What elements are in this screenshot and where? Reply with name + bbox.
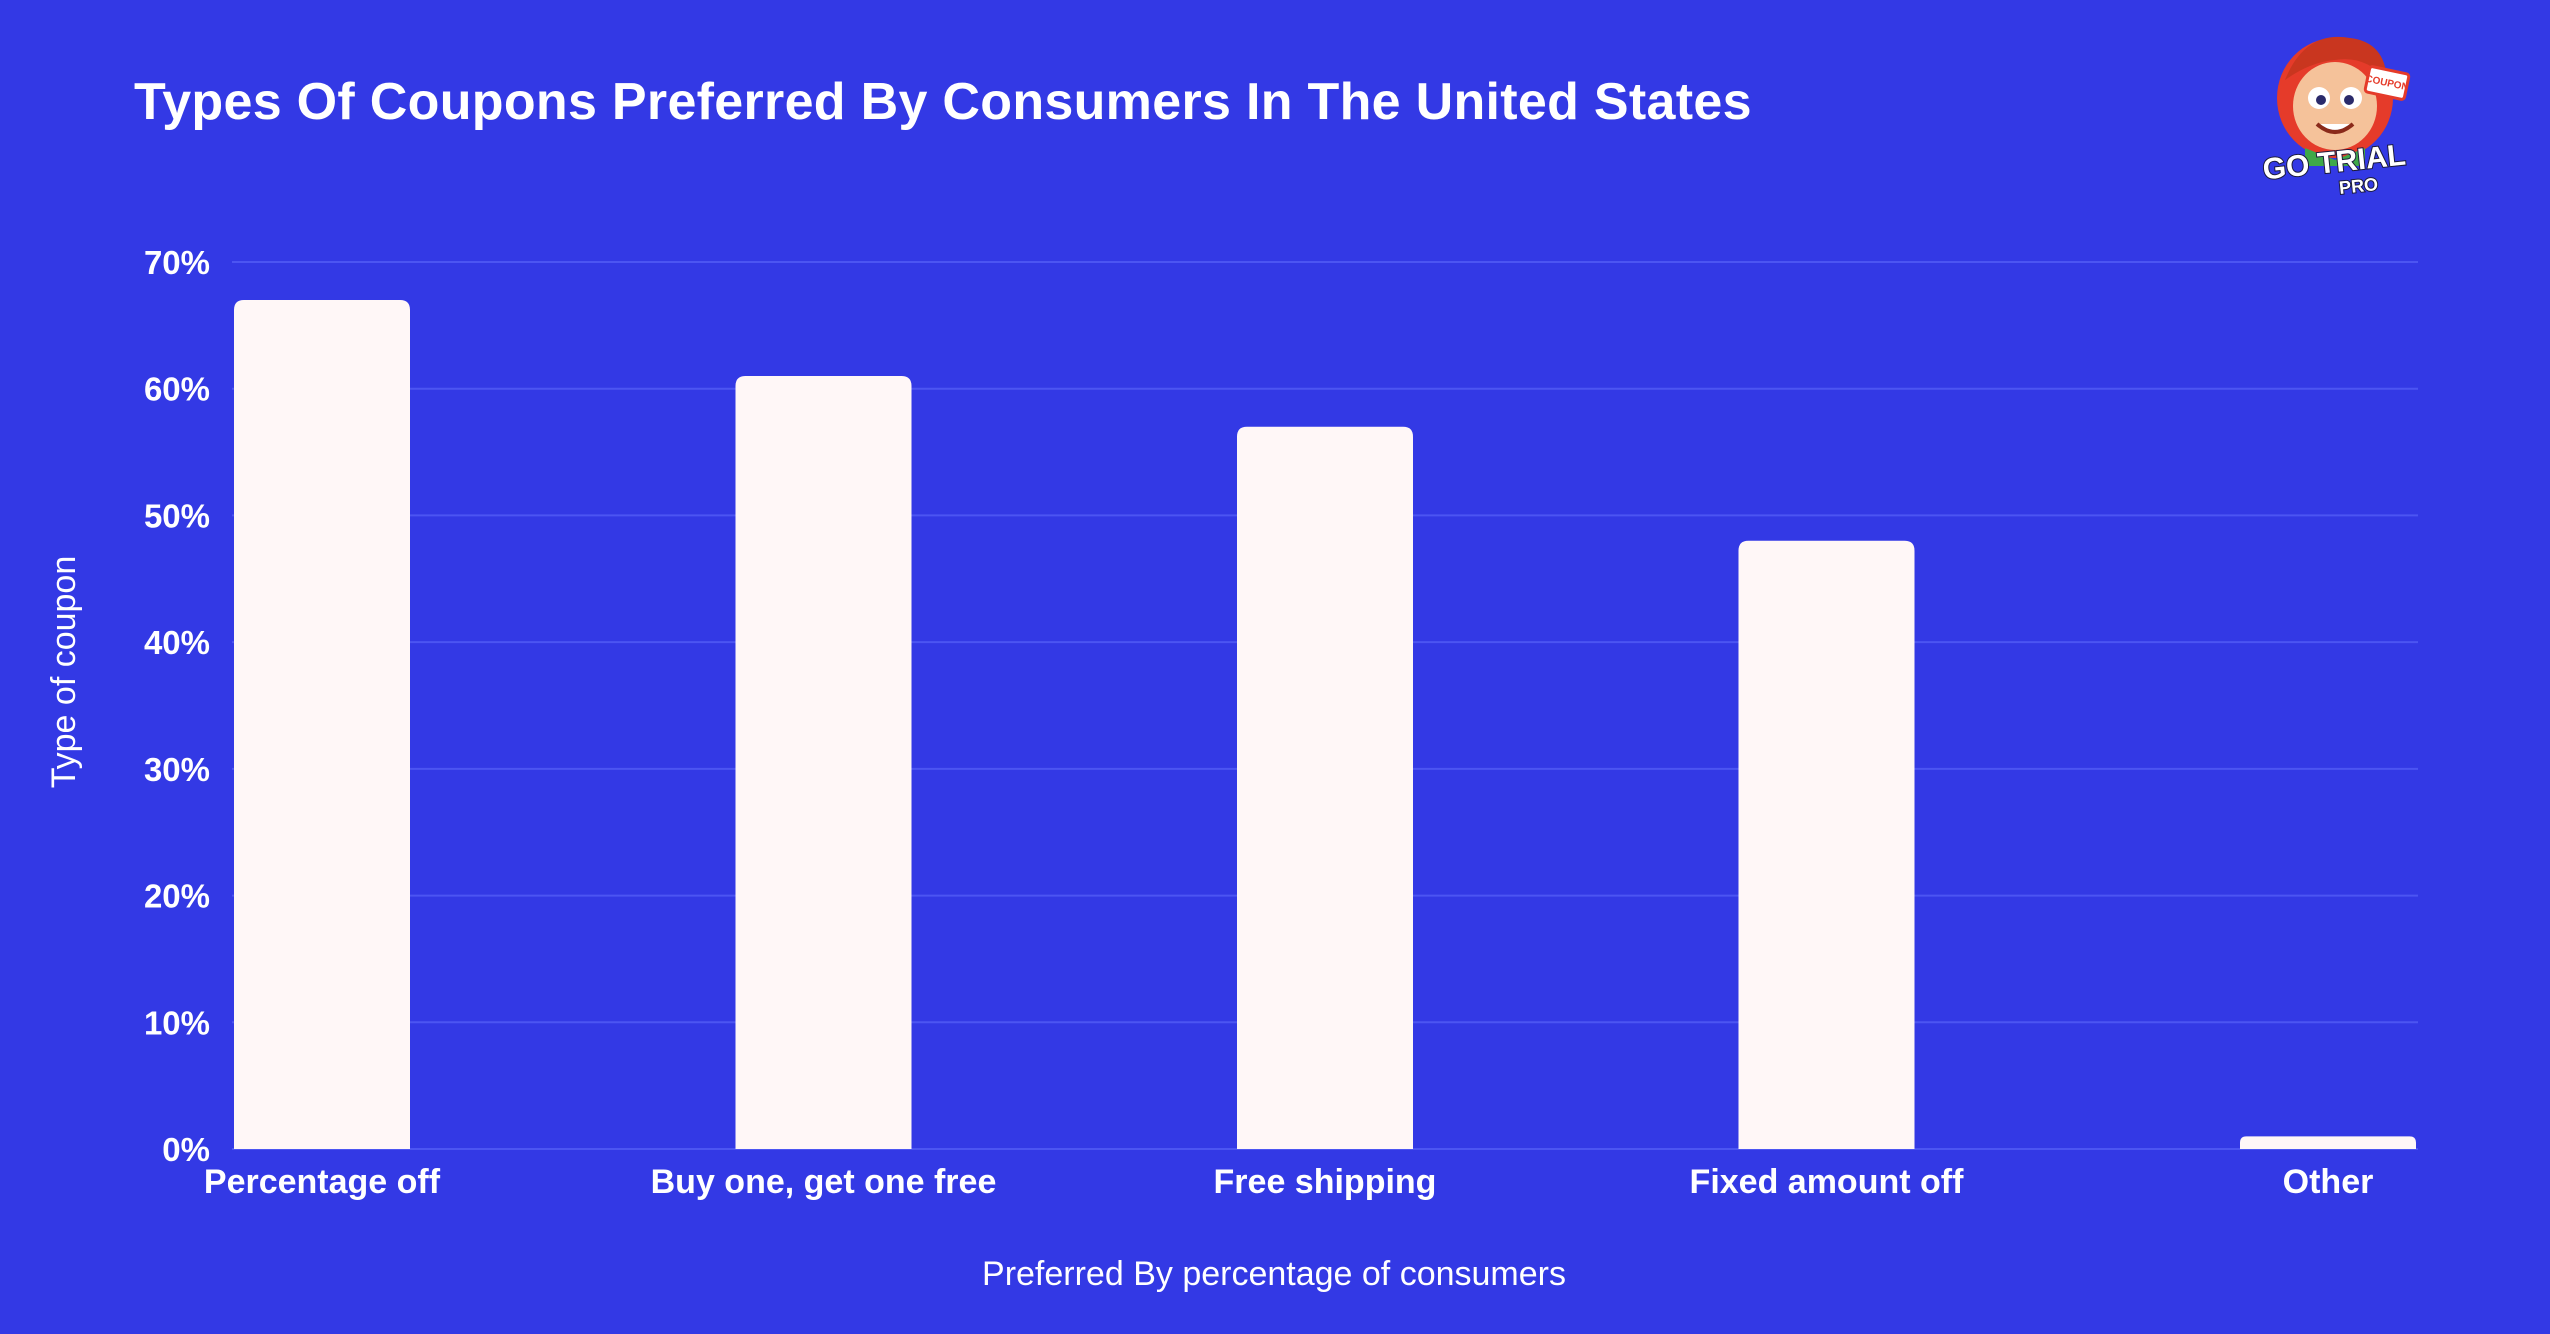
y-axis-ticks: 0% 10% 20% 30% 40% 50% 60% 70%	[144, 244, 210, 1168]
bars	[234, 300, 2416, 1149]
y-tick-label: 10%	[144, 1004, 210, 1041]
bar-percentage-off	[234, 300, 410, 1149]
y-tick-label: 40%	[144, 624, 210, 661]
bar-other	[2240, 1136, 2416, 1149]
y-tick-label: 60%	[144, 371, 210, 408]
y-tick-label: 70%	[144, 244, 210, 281]
mascot-logo-icon: COUPON GO TRIAL PRO	[2260, 36, 2411, 195]
bar-buy-one-get-one-free	[735, 376, 912, 1149]
x-axis-label: Preferred By percentage of consumers	[982, 1255, 1566, 1293]
y-tick-label: 50%	[144, 497, 210, 534]
y-tick-label: 0%	[162, 1131, 210, 1168]
x-category-label: Percentage off	[204, 1163, 441, 1201]
x-category-label: Other	[2283, 1163, 2374, 1201]
y-axis-label: Type of coupon	[45, 556, 83, 789]
chart-title: Types Of Coupons Preferred By Consumers …	[134, 73, 1752, 131]
y-tick-label: 20%	[144, 878, 210, 915]
bar-fixed-amount-off	[1738, 540, 1915, 1149]
logo-text-sub: PRO	[2338, 174, 2379, 195]
x-category-label: Buy one, get one free	[651, 1163, 997, 1201]
x-category-label: Fixed amount off	[1690, 1163, 1965, 1201]
y-tick-label: 30%	[144, 751, 210, 788]
x-axis-categories: Percentage off Buy one, get one free Free …	[204, 1163, 2373, 1201]
bar-free-shipping	[1237, 426, 1413, 1149]
x-category-label: Free shipping	[1214, 1163, 1437, 1201]
